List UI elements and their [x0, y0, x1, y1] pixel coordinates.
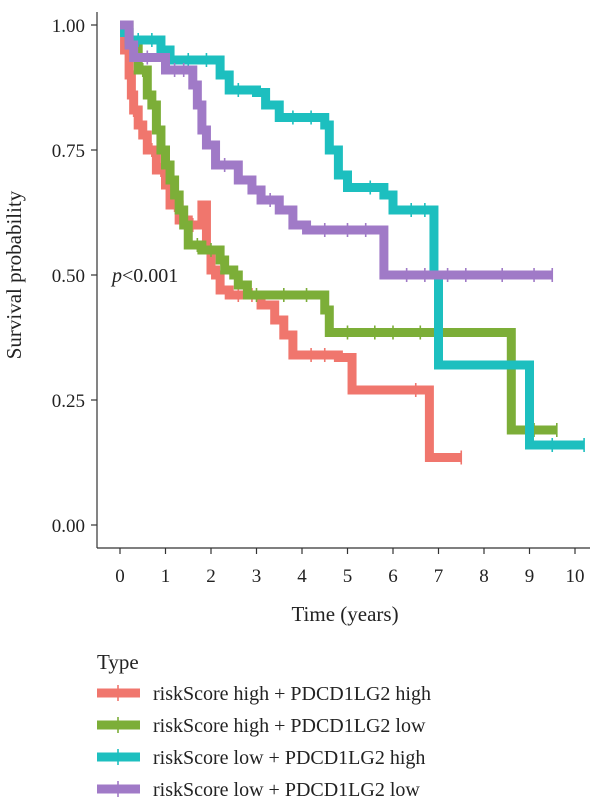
axes: 0.00 0.25 0.50 0.75 1.00 0 1 2 3 4 5 6 7 8 9 10	[52, 12, 590, 587]
x-tick-label: 4	[297, 566, 307, 587]
survival-curves	[120, 20, 585, 465]
legend-label: riskScore low + PDCD1LG2 high	[153, 747, 425, 769]
x-tick-label: 2	[206, 566, 216, 587]
survival-curve	[120, 20, 462, 462]
survival-curve	[120, 20, 553, 280]
x-tick-label: 0	[115, 566, 125, 587]
curve-group	[120, 20, 585, 452]
legend-item: riskScore low + PDCD1LG2 low	[97, 779, 420, 801]
survival-curve	[120, 20, 585, 450]
y-tick-label: 0.25	[52, 391, 85, 412]
x-tick-label: 7	[434, 566, 444, 587]
y-axis-title: Survival probability	[2, 190, 26, 359]
legend-item: riskScore low + PDCD1LG2 high	[97, 747, 425, 769]
legend-item: riskScore high + PDCD1LG2 high	[97, 683, 431, 705]
legend-title: Type	[97, 650, 139, 674]
curve-group	[120, 20, 554, 282]
x-tick-label: 8	[479, 566, 489, 587]
y-tick-label: 0.75	[52, 141, 85, 162]
y-tick-label: 1.00	[52, 16, 85, 37]
y-ticks: 0.00 0.25 0.50 0.75 1.00	[52, 16, 97, 537]
x-tick-label: 6	[388, 566, 398, 587]
y-tick-label: 0.00	[52, 516, 85, 537]
curve-group	[120, 20, 463, 465]
legend-label: riskScore high + PDCD1LG2 high	[153, 683, 431, 705]
curve-group	[120, 20, 558, 437]
survival-curve	[120, 20, 557, 435]
legend-label: riskScore low + PDCD1LG2 low	[153, 779, 420, 801]
x-tick-label: 5	[343, 566, 353, 587]
legend-items: riskScore high + PDCD1LG2 high riskScore …	[97, 683, 431, 801]
x-tick-label: 9	[525, 566, 535, 587]
legend-label: riskScore high + PDCD1LG2 low	[153, 715, 426, 737]
legend: Type riskScore high + PDCD1LG2 highriskS…	[97, 650, 431, 801]
p-value-annotation: p<0.001	[110, 265, 178, 287]
legend-item: riskScore high + PDCD1LG2 low	[97, 715, 426, 737]
x-tick-label: 10	[566, 566, 585, 587]
x-axis-title: Time (years)	[291, 602, 398, 626]
y-tick-label: 0.50	[52, 266, 85, 287]
x-tick-label: 3	[252, 566, 262, 587]
x-tick-label: 1	[161, 566, 171, 587]
x-ticks: 0 1 2 3 4 5 6 7 8 9 10	[115, 548, 585, 587]
